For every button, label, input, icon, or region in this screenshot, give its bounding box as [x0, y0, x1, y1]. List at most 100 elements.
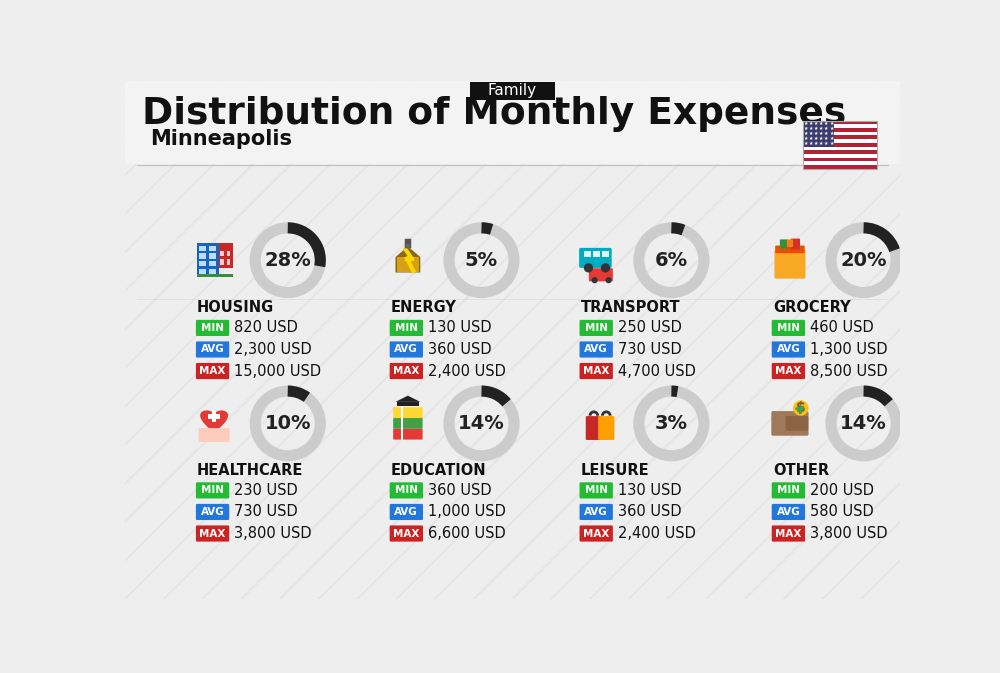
- Text: MIN: MIN: [777, 323, 800, 333]
- Circle shape: [793, 400, 809, 416]
- FancyBboxPatch shape: [803, 120, 834, 147]
- FancyBboxPatch shape: [199, 261, 206, 267]
- Text: AVG: AVG: [584, 345, 608, 355]
- FancyBboxPatch shape: [209, 246, 216, 251]
- FancyBboxPatch shape: [196, 504, 229, 520]
- Circle shape: [584, 263, 593, 273]
- Text: 14%: 14%: [840, 414, 887, 433]
- Text: AVG: AVG: [777, 507, 800, 517]
- FancyBboxPatch shape: [803, 147, 877, 150]
- Text: 6,600 USD: 6,600 USD: [428, 526, 506, 541]
- Text: ★: ★: [819, 121, 823, 126]
- FancyBboxPatch shape: [803, 165, 877, 168]
- Text: ★: ★: [819, 141, 823, 147]
- Text: LEISURE: LEISURE: [581, 463, 649, 478]
- Text: ★: ★: [814, 141, 818, 147]
- FancyBboxPatch shape: [199, 246, 206, 251]
- FancyBboxPatch shape: [803, 120, 877, 125]
- Text: HOUSING: HOUSING: [197, 300, 274, 316]
- Text: 3,800 USD: 3,800 USD: [810, 526, 888, 541]
- FancyBboxPatch shape: [803, 162, 877, 165]
- Text: AVG: AVG: [584, 507, 608, 517]
- Text: 2,400 USD: 2,400 USD: [618, 526, 696, 541]
- FancyBboxPatch shape: [397, 257, 419, 273]
- FancyBboxPatch shape: [196, 363, 229, 379]
- Text: ★: ★: [809, 121, 813, 126]
- FancyBboxPatch shape: [219, 243, 233, 268]
- FancyBboxPatch shape: [212, 411, 216, 422]
- Text: ★: ★: [814, 131, 818, 136]
- Text: MAX: MAX: [583, 366, 609, 376]
- Text: ★: ★: [804, 121, 808, 126]
- Text: 3,800 USD: 3,800 USD: [234, 526, 312, 541]
- Text: TRANSPORT: TRANSPORT: [581, 300, 680, 316]
- Circle shape: [592, 277, 598, 283]
- Text: 10%: 10%: [264, 414, 311, 433]
- FancyBboxPatch shape: [772, 363, 805, 379]
- Polygon shape: [200, 411, 228, 433]
- Text: ★: ★: [809, 137, 813, 141]
- Text: 230 USD: 230 USD: [234, 483, 298, 498]
- FancyBboxPatch shape: [803, 157, 877, 162]
- FancyBboxPatch shape: [220, 251, 224, 256]
- Text: ★: ★: [824, 126, 829, 131]
- Text: 15,000 USD: 15,000 USD: [234, 363, 321, 378]
- Text: 1,000 USD: 1,000 USD: [428, 505, 506, 520]
- FancyBboxPatch shape: [125, 81, 900, 164]
- Text: 730 USD: 730 USD: [618, 342, 682, 357]
- Text: 730 USD: 730 USD: [234, 505, 298, 520]
- FancyBboxPatch shape: [390, 483, 423, 499]
- Text: ★: ★: [809, 141, 813, 147]
- FancyBboxPatch shape: [390, 526, 423, 542]
- FancyBboxPatch shape: [780, 240, 788, 248]
- FancyBboxPatch shape: [803, 154, 877, 157]
- Text: 2,400 USD: 2,400 USD: [428, 363, 506, 378]
- Text: 130 USD: 130 USD: [428, 320, 492, 335]
- FancyBboxPatch shape: [393, 429, 423, 439]
- Text: MIN: MIN: [777, 485, 800, 495]
- FancyBboxPatch shape: [580, 341, 613, 357]
- Text: MAX: MAX: [583, 528, 609, 538]
- Text: AVG: AVG: [201, 507, 224, 517]
- FancyBboxPatch shape: [227, 259, 230, 264]
- Text: MIN: MIN: [395, 485, 418, 495]
- Polygon shape: [395, 246, 420, 273]
- Text: 580 USD: 580 USD: [810, 505, 874, 520]
- FancyBboxPatch shape: [209, 269, 216, 274]
- Text: Family: Family: [488, 83, 537, 98]
- Text: ★: ★: [804, 126, 808, 131]
- Text: 360 USD: 360 USD: [428, 342, 492, 357]
- Text: 250 USD: 250 USD: [618, 320, 682, 335]
- Text: MAX: MAX: [199, 366, 226, 376]
- FancyBboxPatch shape: [390, 320, 423, 336]
- Text: ★: ★: [819, 137, 823, 141]
- FancyBboxPatch shape: [803, 132, 877, 135]
- Text: ★: ★: [809, 126, 813, 131]
- FancyBboxPatch shape: [803, 150, 877, 154]
- Text: ★: ★: [829, 131, 834, 136]
- Text: $: $: [796, 401, 806, 415]
- FancyBboxPatch shape: [580, 483, 613, 499]
- FancyBboxPatch shape: [772, 526, 805, 542]
- Text: ★: ★: [824, 141, 829, 147]
- Text: ★: ★: [814, 137, 818, 141]
- Text: ★: ★: [829, 121, 834, 126]
- FancyBboxPatch shape: [772, 504, 805, 520]
- Circle shape: [406, 244, 410, 248]
- FancyBboxPatch shape: [209, 253, 216, 258]
- FancyBboxPatch shape: [775, 246, 805, 253]
- FancyBboxPatch shape: [593, 251, 600, 257]
- Text: 1,300 USD: 1,300 USD: [810, 342, 888, 357]
- Text: ★: ★: [824, 121, 829, 126]
- Text: ★: ★: [819, 131, 823, 136]
- Text: 14%: 14%: [458, 414, 505, 433]
- FancyBboxPatch shape: [803, 139, 877, 143]
- FancyBboxPatch shape: [772, 483, 805, 499]
- FancyBboxPatch shape: [393, 407, 423, 418]
- Text: ★: ★: [829, 141, 834, 147]
- FancyBboxPatch shape: [390, 363, 423, 379]
- Text: MAX: MAX: [199, 528, 226, 538]
- FancyBboxPatch shape: [197, 243, 219, 277]
- FancyBboxPatch shape: [579, 248, 612, 268]
- Text: AVG: AVG: [394, 507, 418, 517]
